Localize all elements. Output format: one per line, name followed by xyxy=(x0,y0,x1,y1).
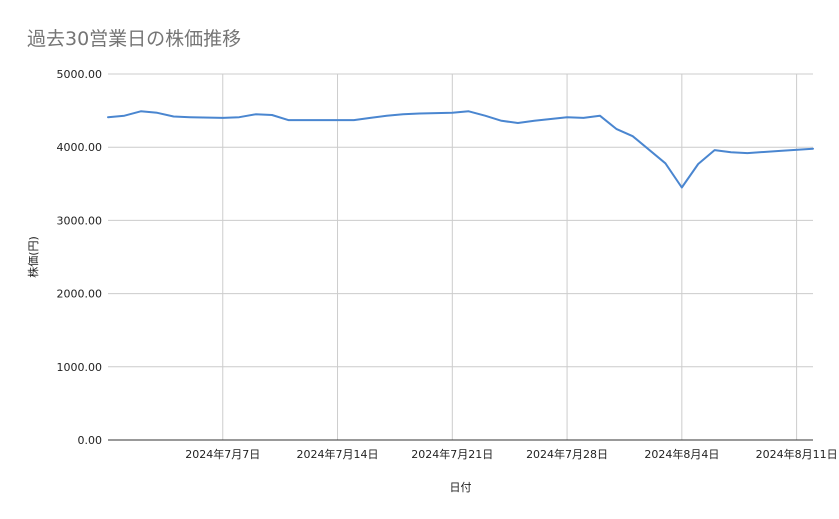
y-tick-label: 2000.00 xyxy=(57,288,103,301)
series-layer xyxy=(107,110,814,189)
y-tick-label: 0.00 xyxy=(78,434,103,447)
x-axis-title: 日付 xyxy=(450,481,472,494)
grid-lines xyxy=(108,73,813,440)
chart-title: 過去30営業日の株価推移 xyxy=(27,28,242,50)
x-tick-label: 2024年8月4日 xyxy=(644,447,719,461)
x-tick-label: 2024年7月7日 xyxy=(185,447,260,461)
x-tick-label: 2024年7月21日 xyxy=(411,447,493,461)
y-axis-title: 株価(円) xyxy=(26,236,40,278)
x-axis-ticks: 2024年7月7日 2024年7月14日 2024年7月21日 2024年7月28日 2… xyxy=(185,447,837,461)
y-tick-label: 3000.00 xyxy=(57,214,103,227)
y-tick-label: 1000.00 xyxy=(57,361,103,374)
x-tick-label: 2024年7月28日 xyxy=(526,447,608,461)
series-line xyxy=(107,110,814,189)
y-tick-label: 5000.00 xyxy=(57,68,103,81)
y-tick-label: 4000.00 xyxy=(57,141,103,154)
y-axis-ticks: 0.00 1000.00 2000.00 3000.00 4000.00 5000.00 xyxy=(57,68,103,447)
x-tick-label: 2024年8月11日 xyxy=(756,447,838,461)
x-tick-label: 2024年7月14日 xyxy=(297,447,379,461)
